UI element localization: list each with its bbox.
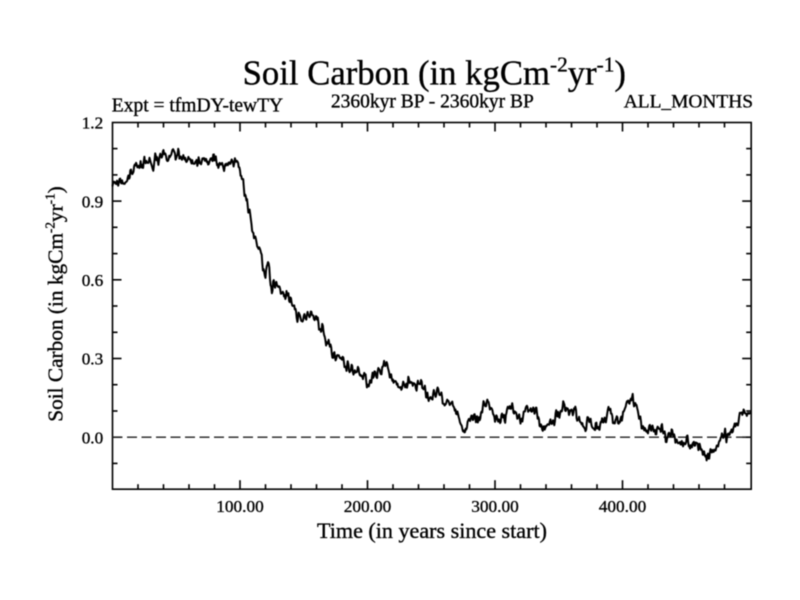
- svg-text:200.00: 200.00: [344, 497, 392, 516]
- svg-text:2360kyr BP - 2360kyr BP: 2360kyr BP - 2360kyr BP: [331, 91, 534, 112]
- svg-text:Soil Carbon (in kgCm-2yr-1): Soil Carbon (in kgCm-2yr-1): [243, 53, 626, 93]
- svg-text:400.00: 400.00: [599, 497, 647, 516]
- svg-text:Expt = tfmDY-tewTY: Expt = tfmDY-tewTY: [112, 96, 283, 117]
- svg-text:ALL_MONTHS: ALL_MONTHS: [624, 92, 753, 113]
- svg-text:0.3: 0.3: [82, 350, 103, 369]
- svg-text:1.2: 1.2: [82, 114, 103, 133]
- svg-text:Time (in years since start): Time (in years since start): [317, 518, 547, 543]
- svg-text:300.00: 300.00: [471, 497, 519, 516]
- svg-text:Soil Carbon (in kgCm-2yr-1): Soil Carbon (in kgCm-2yr-1): [43, 186, 68, 422]
- svg-text:100.00: 100.00: [216, 497, 264, 516]
- svg-text:0.9: 0.9: [82, 192, 103, 211]
- svg-text:0.6: 0.6: [82, 271, 104, 290]
- svg-text:0.0: 0.0: [82, 428, 103, 447]
